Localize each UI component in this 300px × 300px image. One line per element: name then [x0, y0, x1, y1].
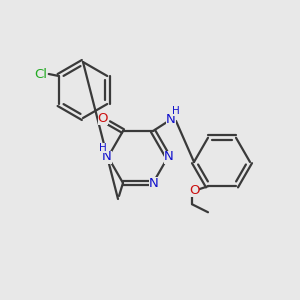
Text: H: H [172, 106, 180, 116]
Text: Cl: Cl [34, 68, 47, 80]
Text: N: N [164, 151, 174, 164]
Text: O: O [98, 112, 108, 124]
Text: N: N [166, 112, 176, 125]
Text: H: H [99, 143, 107, 153]
Text: N: N [149, 178, 159, 190]
Text: N: N [102, 151, 112, 164]
Text: O: O [189, 184, 199, 197]
